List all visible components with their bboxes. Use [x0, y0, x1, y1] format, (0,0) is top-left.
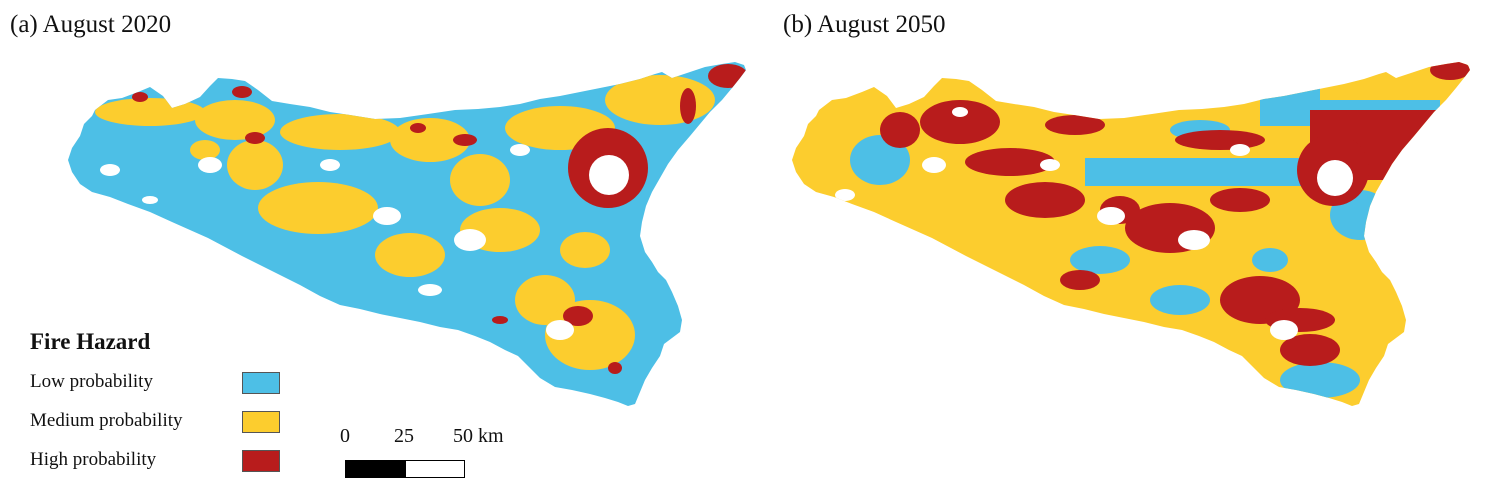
legend-label-medium: Medium probability — [30, 410, 183, 431]
legend-label-high: High probability — [30, 449, 157, 470]
legend-title: Fire Hazard — [30, 329, 151, 354]
map-panel-b — [792, 62, 1470, 406]
scale-segment-dark — [345, 460, 405, 478]
legend-item-high: High probability — [30, 448, 330, 487]
no-data-areas — [835, 107, 1353, 340]
legend-swatch-medium — [242, 411, 280, 433]
scale-segment-light — [405, 460, 465, 478]
scale-tick-25: 25 — [394, 425, 414, 447]
legend-swatch-high — [242, 450, 280, 472]
scale-bar: 0 25 50 km — [330, 424, 520, 484]
medium-probability-areas — [95, 75, 715, 370]
legend-label-low: Low probability — [30, 371, 153, 392]
scale-tick-0: 0 — [340, 425, 350, 447]
panel-a-title: (a) August 2020 — [10, 11, 172, 38]
fire-hazard-legend: Fire Hazard Low probability Medium proba… — [30, 328, 330, 487]
panel-b-title: (b) August 2050 — [783, 11, 946, 38]
legend-item-medium: Medium probability — [30, 409, 330, 448]
no-data-areas — [100, 144, 629, 340]
high-probability-areas — [132, 64, 746, 374]
legend-item-low: Low probability — [30, 370, 330, 409]
scale-tick-50: 50 km — [453, 425, 504, 447]
legend-swatch-low — [242, 372, 280, 394]
